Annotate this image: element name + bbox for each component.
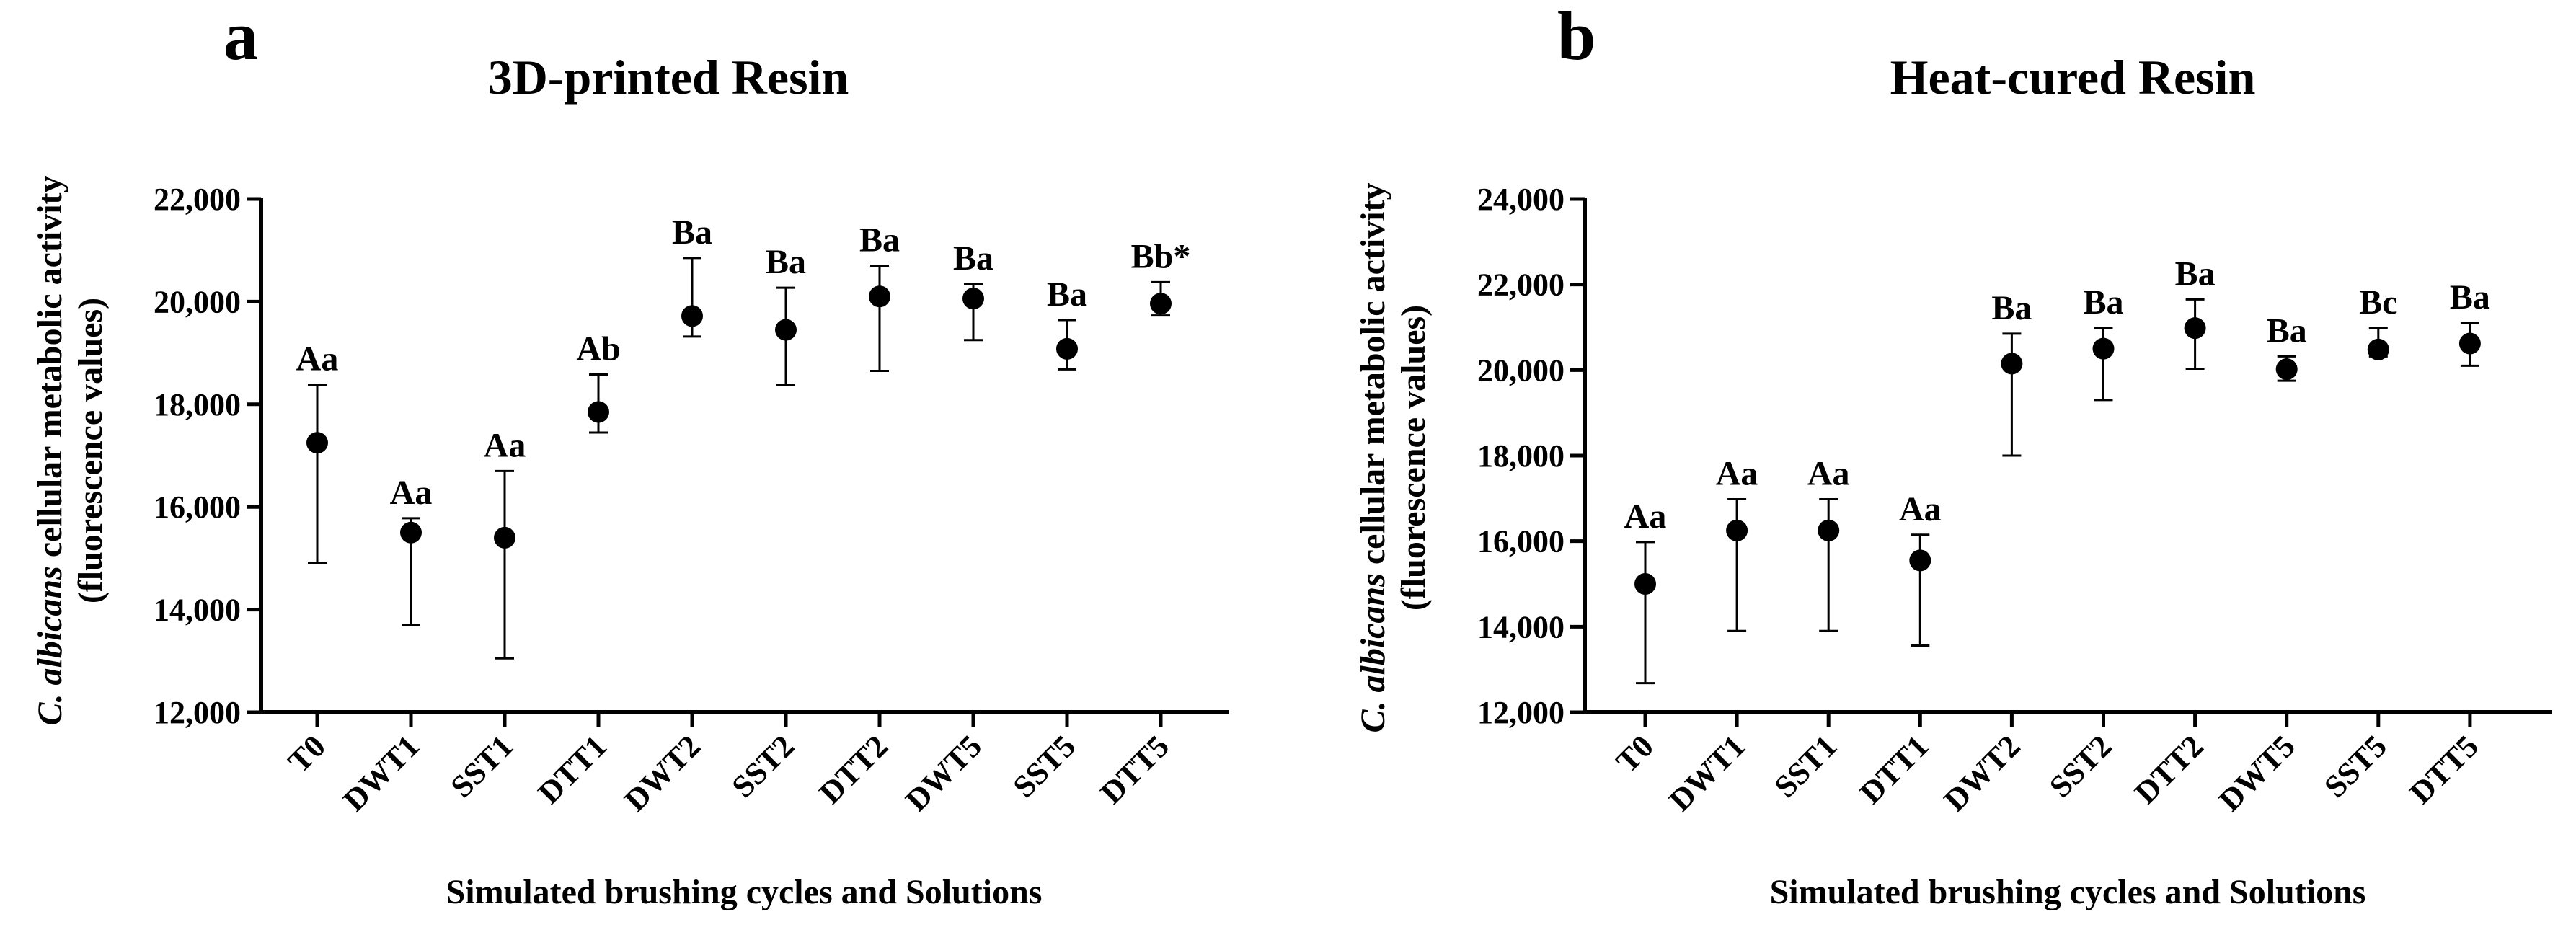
- panel-b-significance-label: Ba: [2175, 254, 2216, 293]
- panel-b-x-tick-label: DTT2: [2128, 728, 2210, 810]
- panel-a-x-tick-label: SST5: [1006, 728, 1083, 805]
- panel-a-data-point: [400, 521, 422, 544]
- panel-a-data-point: [1056, 337, 1078, 360]
- panel-a-data-point: [494, 526, 515, 549]
- panel-b-y-tick-label: 20,000: [1477, 353, 1564, 388]
- panel-a-data-point: [962, 288, 984, 310]
- panel-b-y-tick-label: 14,000: [1477, 609, 1564, 644]
- panel-a-letter: a: [223, 0, 258, 74]
- panel-b-x-tick-label: SST5: [2317, 728, 2394, 805]
- svg-text:C. albicans cellular metabolic: C. albicans cellular metabolic activity: [31, 175, 69, 725]
- panel-a-significance-label: Aa: [390, 474, 433, 512]
- panel-b-x-tick-label: DTT5: [2403, 728, 2485, 810]
- panel-b-y-tick-label: 22,000: [1477, 267, 1564, 303]
- panel-a-y-axis-title-italic: C. albicans: [31, 566, 69, 725]
- panel-a-significance-label: Aa: [296, 340, 339, 378]
- panel-b-x-tick-label: SST1: [1768, 728, 1844, 805]
- panel-a-data-point: [1150, 293, 1172, 315]
- panel-a-chart: a 3D-printed Resin Simulated brushing cy…: [31, 0, 1229, 911]
- panel-a-x-tick-label: DTT2: [813, 728, 895, 810]
- panel-b-significance-label: Ba: [2083, 283, 2123, 322]
- svg-text:C. albicans cellular metabolic: C. albicans cellular metabolic activity: [1354, 182, 1392, 732]
- panel-a-y-tick-label: 12,000: [154, 695, 241, 730]
- panel-a-significance-label: Ba: [953, 239, 993, 278]
- panel-a-y-axis-title-line2: (fluorescence values): [71, 298, 110, 603]
- panel-a-y-axis-title: C. albicans cellular metabolic activity …: [31, 175, 110, 725]
- panel-b-significance-label: Ba: [1991, 289, 2032, 327]
- panel-a-marks: 12,000 14,000 16,000 18,000 20,000 22,000 T0 Aa…: [154, 182, 1229, 818]
- panel-b-title: Heat-cured Resin: [1890, 50, 2256, 105]
- panel-a-data-point: [869, 285, 890, 308]
- panel-a-x-axis-title: Simulated brushing cycles and Solutions: [446, 873, 1043, 911]
- panel-b-data-point: [2001, 353, 2023, 375]
- panel-b-chart: b Heat-cured Resin Simulated brushing cy…: [1354, 0, 2552, 911]
- panel-a-x-tick-label: DWT5: [899, 728, 989, 818]
- panel-b-x-tick-label: DWT5: [2212, 728, 2302, 818]
- panel-b-letter: b: [1557, 0, 1595, 74]
- panel-b-x-axis-title: Simulated brushing cycles and Solutions: [1770, 873, 2366, 911]
- panel-b-x-tick-label: T0: [1609, 728, 1660, 779]
- panel-a-significance-label: Ba: [859, 221, 900, 260]
- panel-a-data-point: [306, 432, 328, 454]
- panel-a-y-tick-label: 20,000: [154, 284, 241, 319]
- panel-b-data-point: [2092, 337, 2115, 360]
- panel-b-data-point: [2458, 332, 2481, 355]
- panel-a-significance-label: Ba: [766, 243, 806, 281]
- panel-b-y-tick-label: 24,000: [1477, 182, 1564, 217]
- panel-b-marks: 12,000 14,000 16,000 18,000 20,000 22,000 24,0…: [1477, 182, 2552, 818]
- panel-a-significance-label: Ba: [672, 213, 712, 252]
- panel-b-x-tick-label: DTT1: [1853, 728, 1935, 810]
- panel-b-x-tick-label: DWT1: [1663, 728, 1753, 818]
- panel-a-significance-label: Ab: [576, 330, 620, 368]
- panel-a-x-tick-label: DWT1: [337, 728, 427, 818]
- panel-b-significance-label: Aa: [1624, 497, 1667, 536]
- panel-a-x-tick-label: SST1: [444, 728, 521, 805]
- panel-b-data-point: [2275, 358, 2298, 381]
- panel-b-data-point: [2184, 317, 2206, 340]
- panel-a-x-tick-label: DWT2: [618, 728, 708, 818]
- panel-a-significance-label: Ba: [1047, 275, 1087, 314]
- panel-a-x-tick-label: DTT1: [531, 728, 614, 810]
- panel-a-data-point: [588, 401, 609, 423]
- panel-b-significance-label: Aa: [1716, 455, 1758, 493]
- panel-a-x-tick-label: T0: [281, 728, 332, 779]
- panel-a-y-tick-label: 14,000: [154, 593, 241, 628]
- panel-b-y-axis-title-rest: cellular metabolic activity: [1354, 182, 1392, 573]
- panel-b-significance-label: Ba: [2267, 311, 2307, 350]
- panel-b-significance-label: Aa: [1807, 455, 1850, 493]
- panel-a-x-tick-label: SST2: [725, 728, 802, 805]
- panel-b-data-point: [1726, 519, 1748, 541]
- panel-a-significance-label: Bb*: [1131, 237, 1191, 275]
- panel-b-data-point: [1634, 573, 1656, 595]
- panel-a-data-point: [775, 319, 797, 341]
- panel-b-y-tick-label: 18,000: [1477, 438, 1564, 474]
- panel-a-x-tick-label: DTT5: [1094, 728, 1176, 810]
- panel-b-y-axis-title-italic: C. albicans: [1354, 573, 1392, 732]
- panel-b-significance-label: Aa: [1899, 490, 1942, 528]
- panel-b-significance-label: Ba: [2450, 278, 2490, 316]
- panel-a-y-tick-label: 16,000: [154, 489, 241, 525]
- panel-b-x-tick-label: DWT2: [1937, 728, 2027, 818]
- panel-a-title: 3D-printed Resin: [488, 50, 849, 105]
- panel-b-y-axis-title-line2: (fluorescence values): [1394, 305, 1433, 611]
- panel-b-x-tick-label: SST2: [2042, 728, 2119, 805]
- panel-b-data-point: [2367, 338, 2389, 360]
- panel-b-y-tick-label: 12,000: [1477, 695, 1564, 730]
- panel-a-y-tick-label: 18,000: [154, 387, 241, 422]
- panel-a-data-point: [681, 305, 703, 327]
- panel-b-y-axis-title: C. albicans cellular metabolic activity …: [1354, 182, 1433, 732]
- panel-a-y-axis-title-rest: cellular metabolic activity: [31, 175, 69, 566]
- panel-a-significance-label: Aa: [484, 426, 526, 464]
- panel-b-y-tick-label: 16,000: [1477, 524, 1564, 559]
- panel-a-y-tick-label: 22,000: [154, 182, 241, 217]
- panel-b-significance-label: Bc: [2359, 283, 2397, 322]
- panel-b-data-point: [1818, 519, 1840, 541]
- panel-b-data-point: [1909, 549, 1931, 572]
